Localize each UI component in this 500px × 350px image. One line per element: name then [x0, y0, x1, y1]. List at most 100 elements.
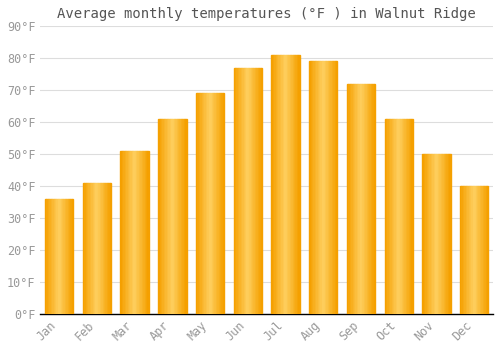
Bar	[425, 154, 426, 314]
Bar	[54, 199, 55, 314]
Bar	[329, 62, 330, 314]
Bar	[347, 84, 348, 314]
Bar	[310, 62, 312, 314]
Bar	[166, 119, 168, 314]
Bar	[473, 186, 474, 314]
Bar	[139, 151, 140, 314]
Bar	[50, 199, 52, 314]
Bar	[277, 55, 278, 314]
Bar	[97, 183, 98, 314]
Bar	[298, 55, 300, 314]
Bar	[132, 151, 133, 314]
Bar	[106, 183, 107, 314]
Bar	[204, 93, 206, 314]
Bar	[158, 119, 160, 314]
Bar	[366, 84, 368, 314]
Bar	[357, 84, 358, 314]
Bar	[256, 68, 258, 314]
Bar	[214, 93, 216, 314]
Bar	[86, 183, 87, 314]
Bar	[372, 84, 374, 314]
Bar	[69, 199, 70, 314]
Bar	[351, 84, 352, 314]
Bar	[96, 183, 97, 314]
Bar	[396, 119, 398, 314]
Bar	[422, 154, 424, 314]
Bar	[460, 186, 462, 314]
Bar	[484, 186, 486, 314]
Bar	[246, 68, 248, 314]
Bar	[181, 119, 182, 314]
Bar	[202, 93, 203, 314]
Bar	[333, 62, 334, 314]
Bar	[242, 68, 244, 314]
Bar	[389, 119, 390, 314]
Bar	[446, 154, 448, 314]
Bar	[83, 183, 84, 314]
Bar	[238, 68, 240, 314]
Bar	[240, 68, 242, 314]
Bar	[482, 186, 484, 314]
Bar	[330, 62, 332, 314]
Bar	[430, 154, 431, 314]
Bar	[358, 84, 360, 314]
Bar	[245, 68, 246, 314]
Bar	[46, 199, 48, 314]
Bar	[426, 154, 428, 314]
Bar	[223, 93, 224, 314]
Bar	[480, 186, 482, 314]
Bar	[476, 186, 477, 314]
Bar	[350, 84, 351, 314]
Bar	[142, 151, 143, 314]
Bar	[249, 68, 250, 314]
Bar	[371, 84, 372, 314]
Bar	[334, 62, 336, 314]
Bar	[110, 183, 111, 314]
Bar	[134, 151, 136, 314]
Bar	[431, 154, 432, 314]
Bar	[128, 151, 129, 314]
Bar	[368, 84, 370, 314]
Bar	[250, 68, 252, 314]
Bar	[260, 68, 262, 314]
Bar	[235, 68, 236, 314]
Bar	[255, 68, 256, 314]
Bar	[160, 119, 161, 314]
Bar	[182, 119, 184, 314]
Bar	[58, 199, 59, 314]
Bar	[143, 151, 144, 314]
Bar	[178, 119, 180, 314]
Bar	[348, 84, 350, 314]
Bar	[180, 119, 181, 314]
Bar	[59, 199, 60, 314]
Bar	[336, 62, 338, 314]
Bar	[472, 186, 473, 314]
Bar	[326, 62, 328, 314]
Bar	[104, 183, 106, 314]
Bar	[398, 119, 400, 314]
Bar	[318, 62, 319, 314]
Bar	[244, 68, 245, 314]
Bar	[352, 84, 354, 314]
Bar	[88, 183, 90, 314]
Bar	[218, 93, 220, 314]
Bar	[56, 199, 58, 314]
Bar	[444, 154, 445, 314]
Bar	[272, 55, 273, 314]
Bar	[144, 151, 146, 314]
Bar	[354, 84, 356, 314]
Bar	[259, 68, 260, 314]
Bar	[136, 151, 138, 314]
Bar	[292, 55, 294, 314]
Bar	[60, 199, 62, 314]
Bar	[164, 119, 166, 314]
Bar	[284, 55, 286, 314]
Bar	[309, 62, 310, 314]
Bar	[199, 93, 200, 314]
Bar	[133, 151, 134, 314]
Bar	[328, 62, 329, 314]
Bar	[478, 186, 480, 314]
Bar	[406, 119, 407, 314]
Bar	[462, 186, 463, 314]
Bar	[467, 186, 468, 314]
